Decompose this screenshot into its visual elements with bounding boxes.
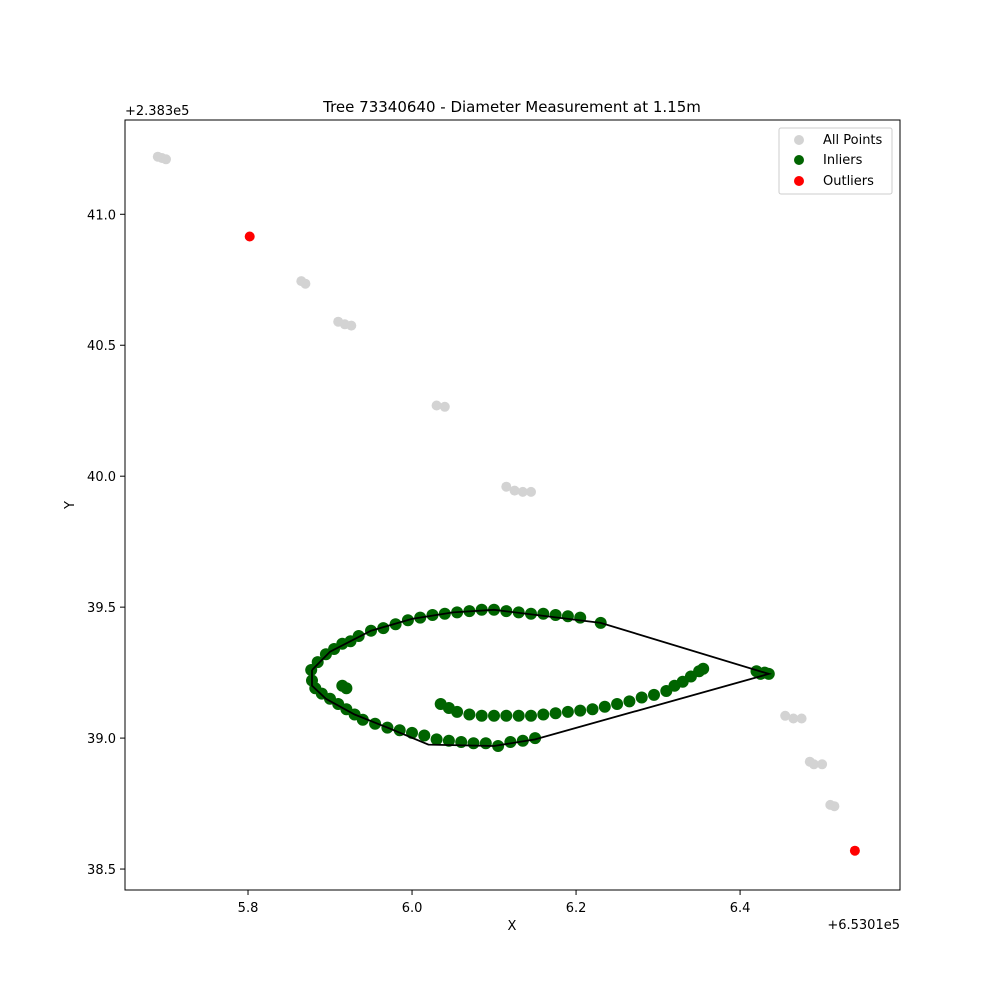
- point: [500, 709, 513, 722]
- point: [467, 737, 480, 750]
- point: [463, 708, 476, 721]
- point: [549, 609, 562, 621]
- axes-frame: [124, 119, 901, 891]
- point: [537, 708, 550, 721]
- point: [509, 485, 520, 496]
- y-offset-label: +2.383e5: [125, 104, 189, 119]
- point: [788, 713, 799, 724]
- x-tick-label: 6.2: [566, 901, 587, 916]
- point: [418, 729, 431, 742]
- x-tick-label: 6.0: [402, 901, 423, 916]
- legend-marker-all-points: [794, 135, 804, 145]
- y-tick-label: 38.5: [87, 863, 116, 878]
- point: [525, 709, 537, 722]
- point: [635, 691, 648, 704]
- point: [512, 709, 525, 722]
- point: [526, 486, 536, 497]
- x-tick-label: 6.4: [730, 901, 751, 916]
- y-tick-label: 40.0: [87, 470, 116, 485]
- point: [346, 320, 357, 331]
- legend-label-all-points: All Points: [823, 133, 883, 148]
- ticks: 5.8 6.0 6.2 6.4 38.5 39.0 39.5 40.0 40.5 41.0: [87, 208, 750, 916]
- point: [442, 734, 455, 747]
- chart-title: Tree 73340640 - Diameter Measurement at …: [322, 98, 701, 116]
- point: [574, 704, 587, 717]
- point: [244, 231, 255, 242]
- point: [517, 486, 528, 497]
- point: [488, 709, 500, 722]
- point: [611, 698, 624, 710]
- point: [796, 713, 807, 724]
- x-offset-label: +6.5301e5: [827, 918, 900, 933]
- point: [817, 759, 828, 770]
- y-axis-label: Y: [63, 501, 78, 510]
- point: [161, 154, 171, 165]
- diameter-hull-line: [311, 608, 773, 747]
- point: [561, 705, 574, 718]
- point: [501, 481, 512, 492]
- point: [598, 700, 611, 713]
- point: [431, 400, 442, 411]
- point: [537, 607, 550, 620]
- point: [451, 705, 464, 718]
- y-tick-label: 41.0: [87, 208, 116, 223]
- point: [504, 736, 517, 748]
- point: [623, 695, 636, 708]
- point: [340, 682, 353, 695]
- legend-box: [778, 127, 893, 195]
- point: [697, 662, 710, 675]
- point: [377, 622, 390, 635]
- point: [479, 737, 492, 750]
- point: [780, 710, 791, 721]
- y-tick-label: 39.5: [87, 601, 116, 616]
- point: [561, 610, 574, 623]
- y-tick-label: 39.0: [87, 732, 116, 747]
- x-tick-label: 5.8: [238, 901, 259, 916]
- point: [475, 709, 488, 722]
- point: [648, 688, 660, 701]
- point: [829, 801, 840, 812]
- point: [300, 278, 311, 289]
- series-0: [152, 151, 840, 812]
- point: [439, 401, 450, 412]
- plot-area: [152, 151, 860, 856]
- y-tick-label: 40.5: [87, 339, 116, 354]
- legend-marker-inliers: [794, 155, 804, 165]
- legend-label-inliers: Inliers: [823, 153, 863, 168]
- point: [311, 656, 324, 669]
- point: [808, 759, 819, 770]
- point: [549, 707, 562, 720]
- point: [849, 845, 860, 856]
- x-axis-label: X: [508, 919, 517, 934]
- point: [586, 703, 599, 716]
- legend: All Points Inliers Outliers: [778, 127, 893, 195]
- point: [430, 733, 443, 746]
- point: [529, 732, 542, 745]
- legend-label-outliers: Outliers: [823, 174, 874, 189]
- series-2: [244, 231, 860, 856]
- legend-marker-outliers: [794, 176, 804, 186]
